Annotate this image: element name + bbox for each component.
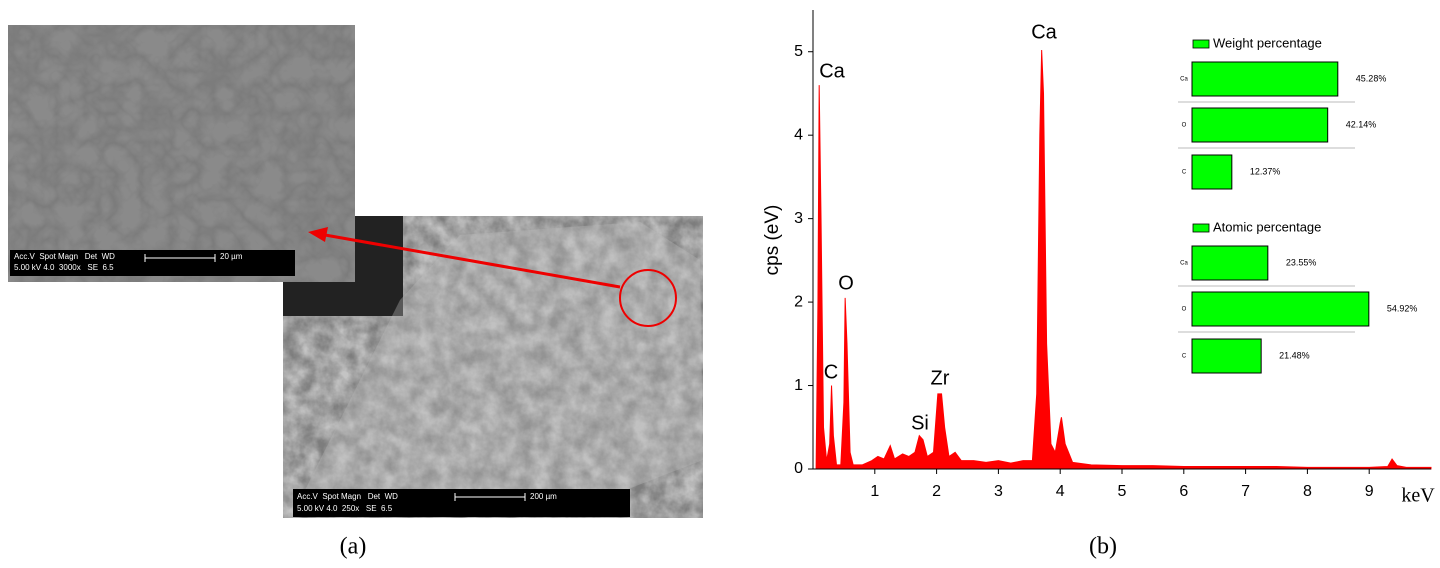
y-tick-label: 4 <box>794 126 803 143</box>
x-tick-label: 6 <box>1179 483 1188 500</box>
value-label: 42.14% <box>1346 119 1377 129</box>
arrow-head <box>308 227 328 242</box>
category-label: Ca <box>1180 77 1188 83</box>
x-axis-label: keV <box>1401 485 1435 507</box>
value-label: 12.37% <box>1250 166 1281 176</box>
x-tick-label: 2 <box>932 483 941 500</box>
x-tick-label: 3 <box>994 483 1003 500</box>
x-tick-label: 4 <box>1056 483 1065 500</box>
legend-swatch <box>1192 223 1210 233</box>
category-label: C <box>1182 354 1187 360</box>
y-tick-label: 0 <box>794 460 803 477</box>
highlight-circle <box>619 269 677 327</box>
scale-bar-label: 200 µm <box>530 492 557 501</box>
peak-label: Ca <box>819 60 845 82</box>
bar <box>1191 338 1262 374</box>
peak-label: Si <box>911 412 929 434</box>
legend-label: Atomic percentage <box>1213 219 1321 234</box>
legend-swatch <box>1192 39 1210 49</box>
bar <box>1191 61 1339 97</box>
spectrum-area <box>815 50 1432 470</box>
legend-label: Weight percentage <box>1213 35 1322 50</box>
sem-image-low-mag <box>283 216 703 518</box>
bar <box>1191 107 1329 143</box>
category-label: O <box>1182 123 1187 129</box>
peak-label: Zr <box>931 367 950 389</box>
arrow <box>324 233 621 289</box>
y-tick-label: 2 <box>794 293 803 310</box>
x-tick-label: 5 <box>1118 483 1127 500</box>
info-header: Acc.V Spot Magn Det WD <box>297 492 398 501</box>
y-axis-label: cps (eV) <box>762 205 783 276</box>
x-tick-label: 9 <box>1365 483 1374 500</box>
value-label: 21.48% <box>1279 350 1310 360</box>
info-header: Acc.V Spot Magn Det WD <box>14 252 115 261</box>
scale-bar-label: 20 µm <box>220 252 243 261</box>
bar <box>1191 291 1370 327</box>
bar <box>1191 154 1233 190</box>
x-tick-label: 7 <box>1241 483 1250 500</box>
x-tick-label: 8 <box>1303 483 1312 500</box>
panel-label: (b) <box>1089 534 1117 560</box>
category-label: O <box>1182 307 1187 313</box>
y-tick-label: 3 <box>794 210 803 227</box>
category-label: Ca <box>1180 261 1188 267</box>
info-values: 5.00 kV 4.0 250x SE 6.5 <box>297 504 393 513</box>
peak-label: Ca <box>1031 21 1057 43</box>
y-tick-label: 1 <box>794 377 803 394</box>
bar <box>1191 245 1269 281</box>
value-label: 45.28% <box>1356 73 1387 83</box>
value-label: 23.55% <box>1286 257 1317 267</box>
value-label: 54.92% <box>1387 303 1418 313</box>
peak-label: C <box>824 361 838 383</box>
peak-label: O <box>838 272 854 294</box>
panel-label: (a) <box>340 534 367 560</box>
sem-image-high-mag <box>8 25 355 282</box>
x-tick-label: 1 <box>870 483 879 500</box>
y-tick-label: 5 <box>794 43 803 60</box>
category-label: C <box>1182 170 1187 176</box>
info-values: 5.00 kV 4.0 3000x SE 6.5 <box>14 263 114 272</box>
